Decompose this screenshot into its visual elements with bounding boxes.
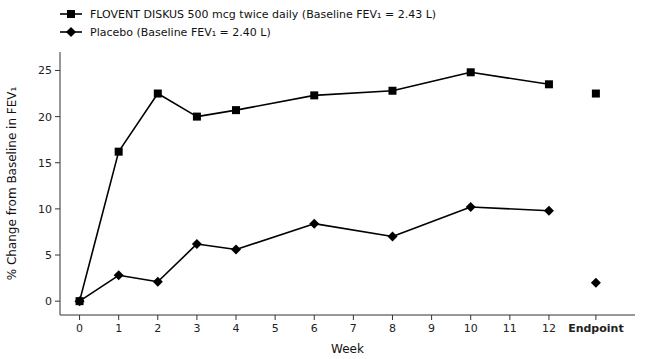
legend-marker — [67, 10, 75, 18]
x-tick — [509, 315, 510, 320]
y-axis-label: % Change from Baseline in FEV₁ — [5, 86, 19, 280]
y-tick — [55, 301, 60, 302]
data-point — [192, 239, 202, 249]
series-line — [80, 207, 549, 301]
data-point — [154, 90, 162, 98]
x-tick — [275, 315, 276, 320]
x-tick — [157, 315, 158, 320]
x-tick-label: 10 — [464, 322, 478, 335]
data-point — [153, 277, 163, 287]
data-point — [466, 202, 476, 212]
data-point — [592, 90, 600, 98]
x-tick — [236, 315, 237, 320]
y-tick — [55, 255, 60, 256]
x-tick-label: 12 — [542, 322, 556, 335]
y-tick — [55, 162, 60, 163]
data-point — [544, 206, 554, 216]
y-tick-label: 20 — [38, 111, 52, 124]
x-tick-label: 8 — [389, 322, 396, 335]
data-point — [545, 80, 553, 88]
x-tick — [353, 315, 354, 320]
x-tick-label: 11 — [503, 322, 517, 335]
x-tick-label: 9 — [428, 322, 435, 335]
x-tick-label: 0 — [76, 322, 83, 335]
legend-label: Placebo (Baseline FEV₁ = 2.40 L) — [90, 26, 271, 39]
x-tick-label: 2 — [154, 322, 161, 335]
x-tick — [314, 315, 315, 320]
x-tick-label: 1 — [115, 322, 122, 335]
legend-label: FLOVENT DISKUS 500 mcg twice daily (Base… — [90, 8, 436, 21]
x-tick-label: 3 — [193, 322, 200, 335]
series-line — [80, 72, 549, 301]
x-tick-label: 4 — [233, 322, 240, 335]
x-tick — [196, 315, 197, 320]
x-tick — [595, 315, 596, 320]
y-tick-label: 15 — [38, 157, 52, 170]
data-point — [115, 148, 123, 156]
x-tick-label: 5 — [272, 322, 279, 335]
x-tick — [548, 315, 549, 320]
data-point — [75, 296, 85, 306]
x-tick — [431, 315, 432, 320]
data-point — [232, 106, 240, 114]
x-tick-label: 6 — [311, 322, 318, 335]
y-tick-label: 10 — [38, 203, 52, 216]
chart: 0123456789101112Endpoint0510152025Week% … — [0, 0, 651, 359]
data-point — [387, 232, 397, 242]
y-tick — [55, 208, 60, 209]
data-point — [591, 278, 601, 288]
x-tick — [79, 315, 80, 320]
x-tick — [392, 315, 393, 320]
x-axis-label: Week — [331, 342, 364, 356]
y-tick-label: 5 — [45, 249, 52, 262]
data-point — [193, 113, 201, 121]
axes: 0123456789101112Endpoint0510152025Week% … — [5, 52, 635, 356]
x-tick-label: Endpoint — [568, 322, 624, 335]
data-point — [310, 91, 318, 99]
y-axis-line — [60, 52, 61, 315]
y-tick — [55, 116, 60, 117]
data-point — [231, 244, 241, 254]
legend-marker — [66, 27, 76, 37]
data-point — [467, 68, 475, 76]
y-tick-label: 25 — [38, 64, 52, 77]
data-point — [309, 219, 319, 229]
plot-area — [75, 68, 601, 306]
x-tick — [470, 315, 471, 320]
legend: FLOVENT DISKUS 500 mcg twice daily (Base… — [60, 8, 436, 39]
y-tick — [55, 70, 60, 71]
data-point — [388, 87, 396, 95]
data-point — [114, 270, 124, 280]
x-tick-label: 7 — [350, 322, 357, 335]
x-tick — [118, 315, 119, 320]
y-tick-label: 0 — [45, 295, 52, 308]
